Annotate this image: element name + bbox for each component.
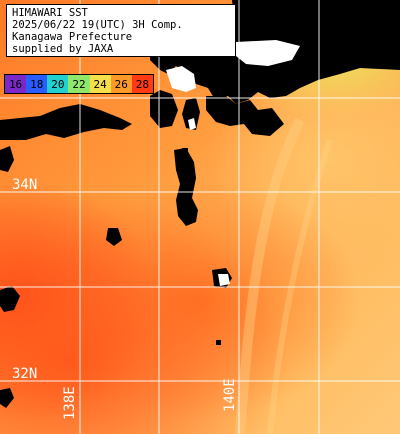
legend-swatch: 16 [5, 75, 27, 93]
legend-label: 18 [30, 77, 44, 91]
cloud-patch [188, 118, 196, 130]
land-mass [0, 388, 14, 408]
legend-swatch: 18 [26, 75, 48, 93]
land-mass [0, 104, 132, 140]
legend-label: 22 [72, 77, 86, 91]
latitude-label-32n: 32N [12, 366, 38, 382]
legend-label: 28 [135, 77, 150, 91]
latitude-label-34n: 34N [12, 177, 38, 193]
temperature-legend: 16 18 20 22 24 26 28 [4, 74, 154, 94]
legend-swatch: 22 [68, 75, 90, 93]
land-mass [0, 286, 20, 312]
legend-swatch: 24 [89, 75, 111, 93]
legend-label: 16 [8, 77, 23, 91]
land-mass [0, 146, 14, 172]
land-mass [206, 96, 284, 136]
longitude-label-138e: 138E [62, 386, 78, 420]
cloud-patch [236, 40, 300, 66]
island [216, 340, 221, 345]
longitude-label-140e: 140E [222, 378, 238, 412]
title-line: Kanagawa Prefecture [12, 31, 133, 43]
island [106, 228, 122, 246]
legend-label: 26 [114, 77, 128, 91]
warm-filament [235, 117, 305, 434]
peninsula [174, 148, 198, 226]
land-mass [182, 98, 200, 130]
title-line: 2025/06/22 19(UTC) 3H Comp. [12, 19, 183, 31]
cloud-patch [166, 66, 196, 92]
legend-swatch: 26 [110, 75, 132, 93]
title-line: supplied by JAXA [12, 43, 114, 55]
title-box: HIMAWARI SST 2025/06/22 19(UTC) 3H Comp.… [6, 4, 236, 57]
title-line: HIMAWARI SST [12, 7, 88, 19]
legend-label: 20 [51, 77, 65, 91]
cloud-patch [218, 274, 230, 286]
island [182, 148, 188, 153]
legend-swatch: 28 [131, 75, 153, 93]
land-mass [150, 90, 178, 128]
legend-label: 24 [93, 77, 107, 91]
legend-swatch: 20 [47, 75, 69, 93]
